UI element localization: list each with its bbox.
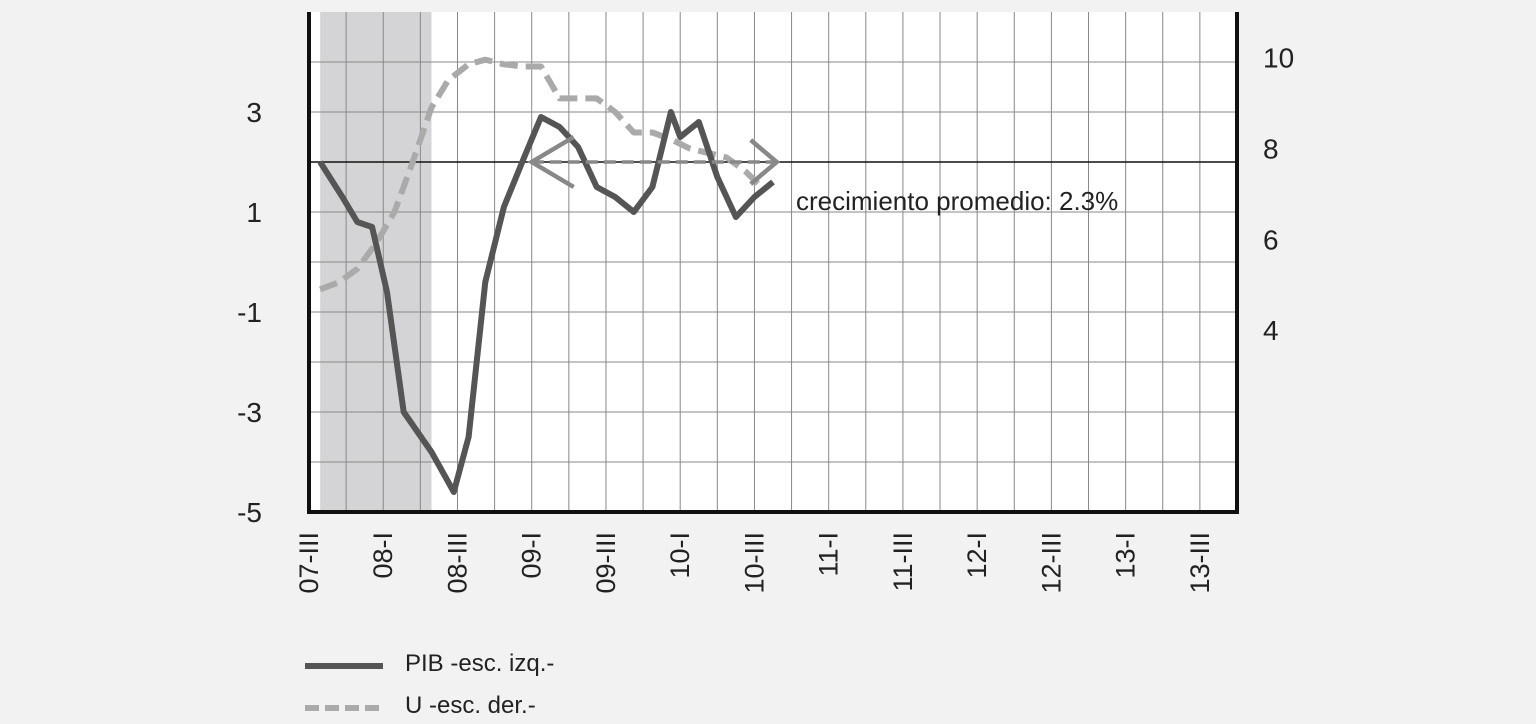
y-right-tick-label: 6 xyxy=(1263,224,1279,255)
legend-label-pib: PIB -esc. izq.- xyxy=(405,650,554,677)
y-left-tick-label: -5 xyxy=(237,497,262,528)
series-line-pib xyxy=(317,109,775,495)
x-tick-label: 12-III xyxy=(1036,532,1066,594)
x-tick-label: 11-III xyxy=(888,532,918,592)
annotation-arrowhead-left xyxy=(527,135,575,189)
annotation-label: crecimiento promedio: 2.3% xyxy=(796,186,1118,216)
x-tick-label: 12-I xyxy=(962,532,992,579)
x-tick-label: 09-III xyxy=(591,532,621,594)
grid-lines xyxy=(309,12,1237,512)
y-left-tick-label: 3 xyxy=(246,97,262,128)
y-left-tick-label: -1 xyxy=(237,297,262,328)
x-tick-label: 08-III xyxy=(443,532,473,594)
x-tick-label: 11-I xyxy=(814,532,844,577)
annotation-layer: crecimiento promedio: 2.3% xyxy=(527,135,1118,216)
series-layer xyxy=(317,56,775,495)
axes xyxy=(307,12,1239,514)
y-right-tick-label: 4 xyxy=(1263,315,1279,346)
x-tick-label: 08-I xyxy=(368,532,398,579)
tick-labels: -5 -3 -1 1 3 4 6 8 10 07-III 08-I 08-III 09-I 09-III 1… xyxy=(237,42,1294,593)
series-line-u xyxy=(319,56,766,293)
x-tick-label: 10-I xyxy=(665,532,695,579)
x-tick-label: 09-I xyxy=(517,532,547,579)
annotation-arrowhead-right xyxy=(749,138,781,186)
x-tick-label: 13-III xyxy=(1185,532,1215,594)
y-left-tick-label: -3 xyxy=(237,397,262,428)
x-tick-label: 10-III xyxy=(739,532,769,594)
legend-label-u: U -esc. der.- xyxy=(405,692,536,719)
y-left-tick-label: 1 xyxy=(246,197,262,228)
x-tick-label: 13-I xyxy=(1111,532,1141,579)
y-right-tick-label: 8 xyxy=(1263,133,1279,164)
legend: PIB -esc. izq.- U -esc. der.- xyxy=(305,650,554,719)
x-tick-label: 07-III xyxy=(294,532,324,594)
y-right-tick-label: 10 xyxy=(1263,42,1294,73)
